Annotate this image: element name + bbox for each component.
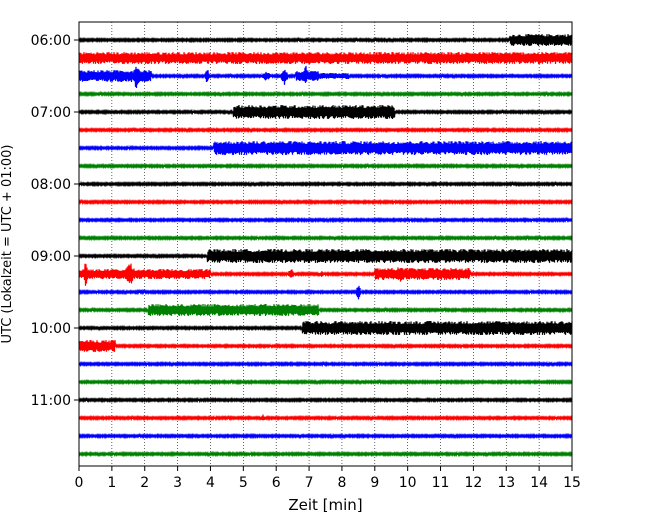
- trace: [78, 234, 573, 242]
- trace-line: [78, 162, 573, 170]
- trace-line: [78, 198, 573, 206]
- x-tick-label: 1: [107, 475, 116, 491]
- x-tick-label: 3: [173, 475, 182, 491]
- trace-line: [78, 104, 573, 120]
- trace-line: [78, 303, 573, 317]
- trace-line: [78, 90, 573, 98]
- y-tick-label: 09:00: [31, 249, 71, 265]
- trace-line: [78, 396, 573, 404]
- x-tick-label: 2: [140, 475, 149, 491]
- trace: [78, 126, 573, 134]
- x-tick-label: 14: [530, 475, 548, 491]
- trace: [78, 414, 573, 422]
- trace-line: [78, 126, 573, 134]
- x-tick-label: 13: [497, 475, 515, 491]
- x-axis: 0 1 2 3 4 5 6 7 8 9 10 11 12 13 14 15: [75, 466, 581, 491]
- trace-line: [78, 65, 573, 89]
- trace-line: [78, 140, 573, 156]
- trace: [78, 180, 573, 188]
- x-tick-label: 5: [239, 475, 248, 491]
- trace-line: [78, 33, 573, 46]
- trace: [78, 303, 573, 317]
- trace: [78, 104, 573, 120]
- y-axis: 06:00 07:00 08:00 09:00 10:00 11:00: [31, 33, 79, 409]
- trace: [78, 339, 573, 352]
- trace: [78, 51, 573, 65]
- trace: [78, 396, 573, 404]
- x-axis-label: Zeit [min]: [288, 496, 362, 514]
- vertical-grid: [111, 22, 540, 466]
- trace-line: [78, 234, 573, 242]
- y-tick-label: 06:00: [31, 33, 71, 49]
- x-tick-label: 0: [75, 475, 84, 491]
- trace: [78, 378, 573, 386]
- trace: [78, 162, 573, 170]
- x-tick-label: 7: [305, 475, 314, 491]
- y-axis-label: UTC (Lokalzeit = UTC + 01:00): [0, 145, 15, 344]
- trace: [78, 90, 573, 98]
- y-tick-label: 11:00: [31, 393, 71, 409]
- trace-line: [78, 285, 573, 300]
- x-tick-label: 9: [370, 475, 379, 491]
- trace-line: [78, 378, 573, 386]
- x-tick-label: 4: [206, 475, 215, 491]
- trace: [78, 248, 573, 264]
- x-tick-label: 11: [432, 475, 450, 491]
- trace-line: [78, 432, 573, 440]
- trace: [78, 198, 573, 206]
- trace-line: [78, 414, 573, 422]
- x-tick-label: 12: [464, 475, 482, 491]
- trace-group: [78, 33, 573, 458]
- trace-line: [78, 216, 573, 224]
- trace: [78, 216, 573, 224]
- trace-line: [78, 51, 573, 65]
- trace: [78, 360, 573, 368]
- y-tick-label: 08:00: [31, 177, 71, 193]
- x-tick-label: 15: [563, 475, 581, 491]
- trace: [78, 450, 573, 458]
- trace: [78, 140, 573, 156]
- trace: [78, 432, 573, 440]
- x-tick-label: 10: [399, 475, 417, 491]
- trace: [78, 33, 573, 46]
- y-tick-label: 10:00: [31, 321, 71, 337]
- trace-line: [78, 263, 573, 286]
- trace-line: [78, 450, 573, 458]
- x-tick-label: 8: [337, 475, 346, 491]
- plot-frame: [78, 21, 573, 467]
- trace-line: [78, 248, 573, 264]
- trace-line: [78, 360, 573, 368]
- trace-line: [78, 180, 573, 188]
- y-tick-label: 07:00: [31, 105, 71, 121]
- trace: [78, 65, 573, 89]
- trace-line: [78, 320, 573, 336]
- trace-line: [78, 339, 573, 352]
- trace: [78, 263, 573, 286]
- trace: [78, 285, 573, 300]
- x-tick-label: 6: [272, 475, 281, 491]
- trace: [78, 320, 573, 336]
